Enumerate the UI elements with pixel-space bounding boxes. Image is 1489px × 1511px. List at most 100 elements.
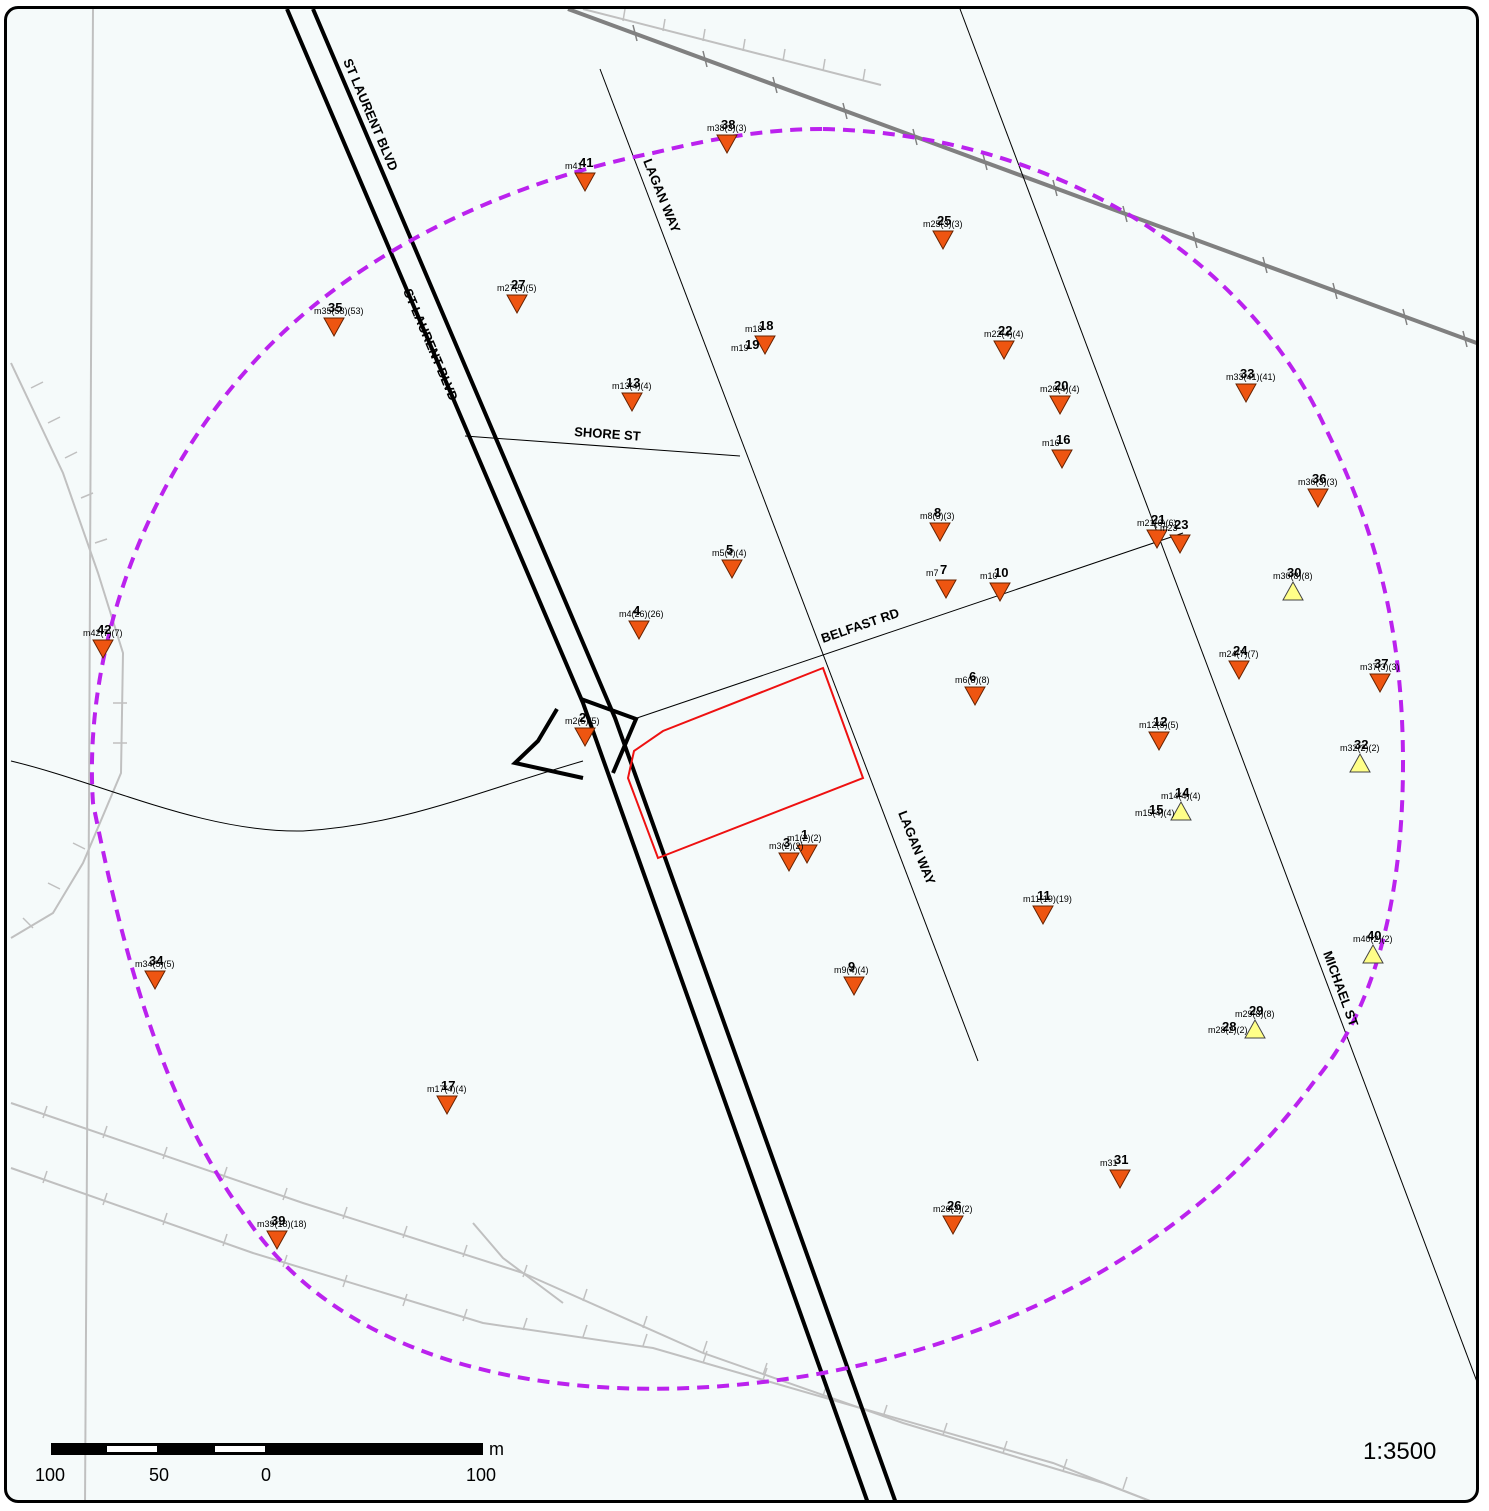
marker-number: 24 bbox=[1233, 643, 1248, 658]
map-marker-22[interactable]: m22(4)(4)22 bbox=[984, 323, 1024, 361]
road-label-lagan-2: LAGAN WAY bbox=[895, 809, 938, 887]
map-marker-37[interactable]: m37(3)(3)37 bbox=[1360, 656, 1400, 694]
map-marker-35[interactable]: m35(53)(53)35 bbox=[314, 300, 364, 338]
marker-down-triangle-icon bbox=[506, 294, 528, 315]
map-marker-42[interactable]: m42(7)(7)42 bbox=[83, 622, 123, 660]
map-canvas[interactable]: ST LAURENT BLVD ST LAURENT BLVD LAGAN WA… bbox=[7, 9, 1479, 1503]
marker-number: 19 bbox=[745, 337, 759, 352]
marker-number: 36 bbox=[1312, 471, 1326, 486]
road-label-belfast: BELFAST RD bbox=[819, 605, 901, 646]
map-marker-9[interactable]: m9(4)(4)9 bbox=[834, 959, 869, 997]
marker-down-triangle-icon bbox=[92, 639, 114, 660]
marker-number: 38 bbox=[721, 117, 735, 132]
map-marker-17[interactable]: m17(4)(4)17 bbox=[427, 1078, 467, 1116]
map-marker-12[interactable]: m12(5)(5)12 bbox=[1139, 714, 1179, 752]
marker-down-triangle-icon bbox=[1148, 731, 1170, 752]
marker-number: 31 bbox=[1114, 1152, 1128, 1167]
marker-down-triangle-icon bbox=[574, 172, 596, 193]
marker-sublabel: m34(5)(5) bbox=[135, 959, 175, 969]
map-marker-8[interactable]: m8(3)(3)8 bbox=[920, 505, 955, 543]
marker-sublabel: m10 bbox=[980, 571, 998, 581]
map-marker-34[interactable]: m34(5)(5)34 bbox=[135, 953, 175, 991]
marker-down-triangle-icon bbox=[1235, 383, 1257, 404]
map-marker-26[interactable]: m26(2)(2)26 bbox=[933, 1198, 973, 1236]
marker-down-triangle-icon bbox=[1228, 660, 1250, 681]
marker-sublabel: m23 bbox=[1160, 523, 1178, 533]
map-marker-5[interactable]: m5(4)(4)5 bbox=[712, 542, 747, 580]
map-marker-28[interactable]: m28(2)(2)28 bbox=[1208, 1019, 1248, 1035]
marker-sublabel: m19 bbox=[731, 343, 749, 353]
marker-number: 12 bbox=[1153, 714, 1167, 729]
map-marker-11[interactable]: m11(19)(19)11 bbox=[1023, 888, 1072, 926]
map-marker-27[interactable]: m27(5)(5)27 bbox=[497, 277, 537, 315]
marker-down-triangle-icon bbox=[1032, 905, 1054, 926]
map-marker-6[interactable]: m6(8)(8)6 bbox=[955, 669, 990, 707]
map-marker-29[interactable]: m29(8)(8)29 bbox=[1235, 1003, 1275, 1039]
marker-sublabel: m30(8)(8) bbox=[1273, 571, 1313, 581]
marker-down-triangle-icon bbox=[721, 559, 743, 580]
marker-number: 18 bbox=[759, 318, 773, 333]
marker-sublabel: m20(4)(4) bbox=[1040, 384, 1080, 394]
marker-number: 23 bbox=[1174, 517, 1188, 532]
map-marker-40[interactable]: m40(2)(2)40 bbox=[1353, 928, 1393, 964]
map-marker-30[interactable]: m30(8)(8)30 bbox=[1273, 565, 1313, 601]
map-marker-2[interactable]: m2(5)(5)2 bbox=[565, 710, 600, 748]
map-marker-32[interactable]: m32(2)(2)32 bbox=[1340, 737, 1380, 773]
map-marker-14[interactable]: m14(4)(4)14 bbox=[1161, 785, 1201, 821]
marker-sublabel: m29(8)(8) bbox=[1235, 1009, 1275, 1019]
marker-down-triangle-icon bbox=[1169, 534, 1191, 555]
scale-tick-label: 100 bbox=[466, 1465, 496, 1485]
map-marker-13[interactable]: m13(4)(4)13 bbox=[612, 375, 652, 413]
marker-number: 30 bbox=[1287, 565, 1301, 580]
marker-number: 2 bbox=[579, 710, 586, 725]
map-marker-38[interactable]: m38(3)(3)38 bbox=[707, 117, 747, 155]
map-marker-7[interactable]: m7 7 bbox=[926, 562, 957, 600]
marker-sublabel: m35(53)(53) bbox=[314, 306, 364, 316]
search-radius-circle bbox=[89, 126, 1406, 1391]
marker-sublabel: m6(8)(8) bbox=[955, 675, 990, 685]
map-marker-39[interactable]: m39(18)(18)39 bbox=[257, 1213, 307, 1251]
marker-number: 28 bbox=[1222, 1019, 1236, 1034]
map-marker-4[interactable]: m4(26)(26)4 bbox=[619, 603, 664, 641]
marker-up-triangle-icon bbox=[1349, 752, 1371, 773]
marker-number: 4 bbox=[633, 603, 641, 618]
marker-down-triangle-icon bbox=[796, 844, 818, 865]
map-marker-24[interactable]: m24(7)(7)24 bbox=[1219, 643, 1259, 681]
marker-down-triangle-icon bbox=[716, 134, 738, 155]
marker-sublabel: m28(2)(2) bbox=[1208, 1025, 1248, 1035]
map-marker-3[interactable]: m3(2)(2)3 bbox=[769, 835, 804, 873]
marker-number: 13 bbox=[626, 375, 640, 390]
marker-sublabel: m31 bbox=[1100, 1158, 1118, 1168]
marker-sublabel: m32(2)(2) bbox=[1340, 743, 1380, 753]
map-marker-15[interactable]: m15(4)(4)15 bbox=[1135, 802, 1175, 818]
map-marker-36[interactable]: m36(3)(3)36 bbox=[1298, 471, 1338, 509]
marker-number: 27 bbox=[511, 277, 525, 292]
map-marker-21[interactable]: m21(6)(6)21 bbox=[1137, 512, 1177, 550]
marker-number: 15 bbox=[1149, 802, 1163, 817]
map-marker-20[interactable]: m20(4)(4)20 bbox=[1040, 378, 1080, 416]
map-marker-1[interactable]: m1(2)(2)1 bbox=[787, 827, 822, 865]
marker-sublabel: m22(4)(4) bbox=[984, 329, 1024, 339]
road-label-st-laurent-2: ST LAURENT BLVD bbox=[400, 286, 461, 403]
map-marker-25[interactable]: m25(3)(3)25 bbox=[923, 213, 963, 251]
map-marker-33[interactable]: m33(41)(41)33 bbox=[1226, 366, 1276, 404]
marker-down-triangle-icon bbox=[1369, 673, 1391, 694]
marker-sublabel: m41 bbox=[565, 161, 583, 171]
marker-sublabel: m17(4)(4) bbox=[427, 1084, 467, 1094]
scale-unit: m bbox=[489, 1439, 504, 1459]
marker-sublabel: m40(2)(2) bbox=[1353, 934, 1393, 944]
road-labels: ST LAURENT BLVD ST LAURENT BLVD LAGAN WA… bbox=[340, 56, 1361, 1028]
marker-sublabel: m13(4)(4) bbox=[612, 381, 652, 391]
marker-number: 41 bbox=[579, 155, 593, 170]
marker-sublabel: m14(4)(4) bbox=[1161, 791, 1201, 801]
marker-down-triangle-icon bbox=[628, 620, 650, 641]
marker-sublabel: m1(2)(2) bbox=[787, 833, 822, 843]
marker-number: 1 bbox=[801, 827, 808, 842]
